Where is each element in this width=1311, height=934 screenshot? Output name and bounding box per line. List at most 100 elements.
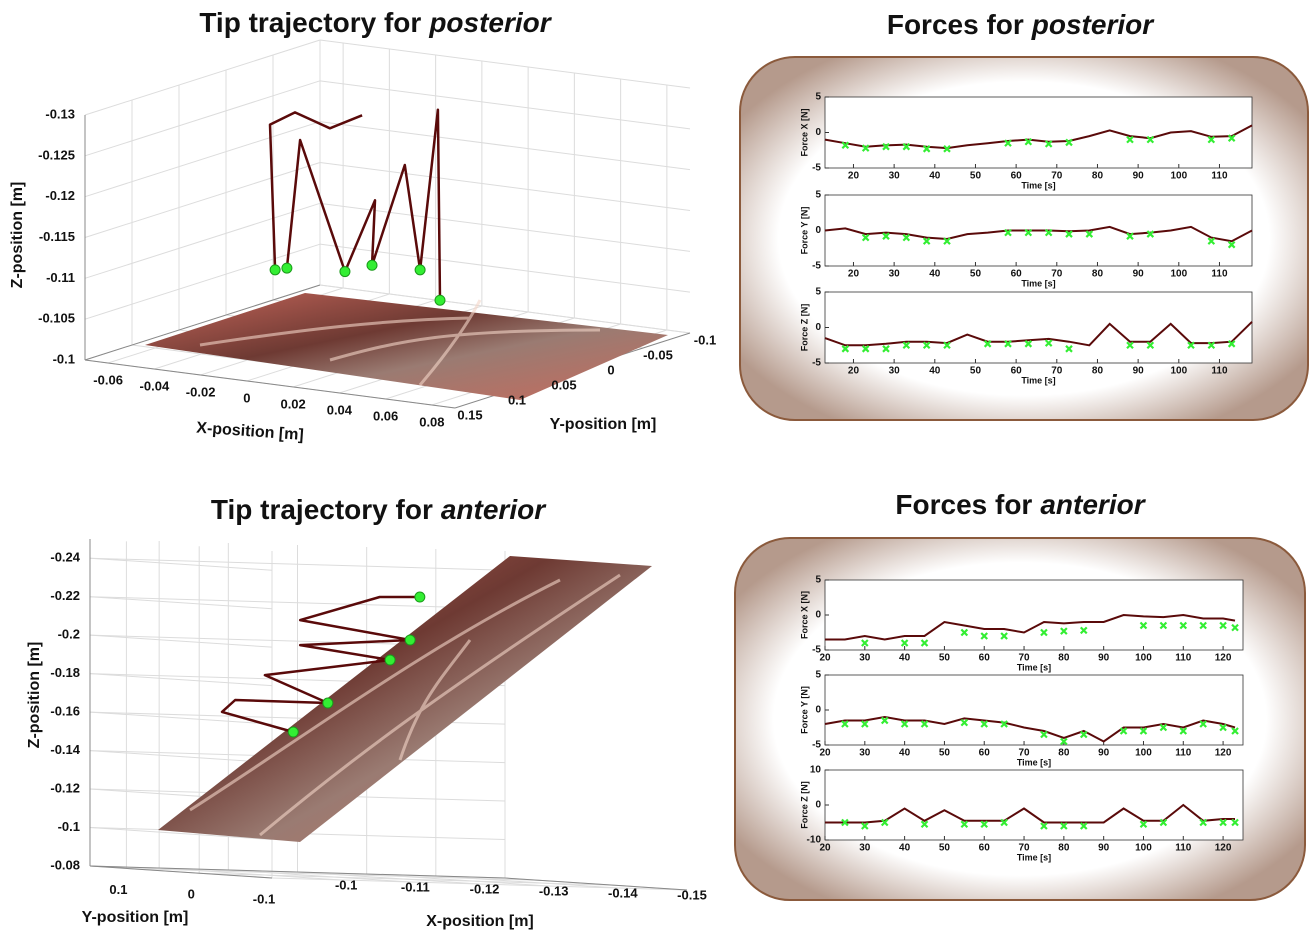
contact-marker xyxy=(1227,240,1236,249)
x-tick-label: 80 xyxy=(1058,843,1070,854)
x-tick-label: 30 xyxy=(859,748,871,759)
z-tick-label: -0.105 xyxy=(38,311,75,326)
x-tick-label: 60 xyxy=(1011,269,1023,280)
x-tick-label: 70 xyxy=(1051,366,1063,377)
y-tick-label: 10 xyxy=(810,765,822,776)
x-tick-label: 80 xyxy=(1058,653,1070,664)
x-tick-label: -0.1 xyxy=(335,877,357,892)
contact-marker xyxy=(1065,138,1073,147)
title-text: Forces for xyxy=(887,9,1024,40)
contact-marker xyxy=(1199,818,1207,827)
contact-marker xyxy=(1219,621,1227,630)
y-tick-label: -5 xyxy=(812,358,821,369)
plot-frame xyxy=(824,291,1253,364)
x-tick-label: 40 xyxy=(899,843,911,854)
x-tick-label: -0.11 xyxy=(401,879,430,894)
y-tick-label: 5 xyxy=(815,190,821,201)
contact-marker xyxy=(983,340,992,348)
x-tick-label: 90 xyxy=(1098,748,1110,759)
x-tick-label: 110 xyxy=(1211,366,1228,377)
contact-marker xyxy=(920,820,929,829)
contact-marker xyxy=(1219,723,1227,732)
x-axis-title: Time [s] xyxy=(1021,278,1055,288)
contact-marker xyxy=(1040,628,1048,637)
contact-marker xyxy=(1146,135,1155,144)
contact-marker xyxy=(1044,339,1053,347)
x-tick-label: 0.04 xyxy=(327,402,353,417)
x-tick-label: -0.12 xyxy=(470,881,500,896)
x-tick-label: 100 xyxy=(1170,366,1187,377)
contact-marker xyxy=(861,233,870,242)
x-tick-label: 50 xyxy=(970,171,982,182)
contact-marker xyxy=(1000,632,1008,640)
x-tick-label: 30 xyxy=(889,366,901,377)
x-tick-label: 30 xyxy=(859,653,871,664)
y-axis-title: Y-position [m] xyxy=(82,909,189,926)
y-tick-label: 0.15 xyxy=(457,407,482,422)
grid-line xyxy=(319,39,691,89)
axis-line xyxy=(84,284,321,361)
chart-title: Forces for anterior xyxy=(895,489,1146,520)
x-tick-label: 70 xyxy=(1051,171,1063,182)
contact-marker xyxy=(960,820,969,829)
title-italic: posterior xyxy=(1031,9,1155,40)
plot-frame xyxy=(824,674,1244,746)
x-tick-label: 80 xyxy=(1092,269,1104,280)
contact-marker xyxy=(922,237,931,245)
x-tick-label: 100 xyxy=(1135,843,1152,854)
contact-marker xyxy=(1024,137,1033,146)
contact-marker xyxy=(1159,818,1168,827)
contact-marker xyxy=(1024,228,1033,237)
axis-line xyxy=(84,359,456,409)
contact-marker xyxy=(980,820,989,829)
contact-marker xyxy=(861,639,869,647)
contact-marker xyxy=(366,259,378,271)
contact-marker xyxy=(900,720,909,728)
grid-line xyxy=(126,867,542,881)
contact-marker xyxy=(1004,340,1012,348)
contact-marker xyxy=(1000,720,1008,728)
x-tick-label: 120 xyxy=(1215,843,1232,854)
contact-marker xyxy=(1004,139,1012,147)
y-tick-label: -5 xyxy=(812,645,821,656)
y-tick-label: 0.1 xyxy=(508,392,526,407)
title-text: Tip trajectory for xyxy=(211,494,433,525)
y-tick-label: -0.1 xyxy=(694,332,716,347)
contact-marker xyxy=(902,341,911,350)
contact-marker xyxy=(1187,341,1195,350)
x-tick-label: 120 xyxy=(1215,748,1232,759)
tissue-surface xyxy=(158,556,652,842)
contact-marker xyxy=(1065,230,1073,238)
x-tick-label: 30 xyxy=(859,843,871,854)
contact-marker xyxy=(269,264,281,276)
contact-marker xyxy=(1139,820,1148,829)
x-tick-label: 90 xyxy=(1133,171,1145,182)
z-tick-label: -0.13 xyxy=(45,106,75,121)
contact-marker xyxy=(1179,727,1188,735)
contact-marker xyxy=(1119,727,1128,735)
y-tick-label: 0.1 xyxy=(109,882,127,897)
x-tick-label: -0.04 xyxy=(140,378,170,393)
x-tick-label: 20 xyxy=(819,843,831,854)
y-axis-title: Force X [N] xyxy=(799,591,809,639)
y-tick-label: 5 xyxy=(815,92,821,103)
z-tick-label: -0.12 xyxy=(50,780,80,795)
x-tick-label: 110 xyxy=(1175,653,1192,664)
contact-marker xyxy=(960,628,969,637)
x-tick-label: 20 xyxy=(848,366,860,377)
x-tick-label: -0.13 xyxy=(539,883,569,898)
y-axis-title: Force Y [N] xyxy=(799,207,809,255)
y-tick-label: -0.05 xyxy=(643,347,673,362)
contact-marker xyxy=(287,726,299,738)
grid-line xyxy=(271,877,688,891)
z-tick-label: -0.125 xyxy=(38,147,75,162)
x-tick-label: 0 xyxy=(243,390,250,405)
contact-marker xyxy=(1040,730,1048,739)
x-tick-label: 20 xyxy=(848,171,860,182)
plot-frame xyxy=(824,96,1253,169)
x-tick-label: 90 xyxy=(1098,653,1110,664)
x-tick-label: 20 xyxy=(819,748,831,759)
force-line xyxy=(824,321,1253,347)
z-axis-title: Z-position [m] xyxy=(9,182,26,289)
contact-marker xyxy=(841,345,850,353)
